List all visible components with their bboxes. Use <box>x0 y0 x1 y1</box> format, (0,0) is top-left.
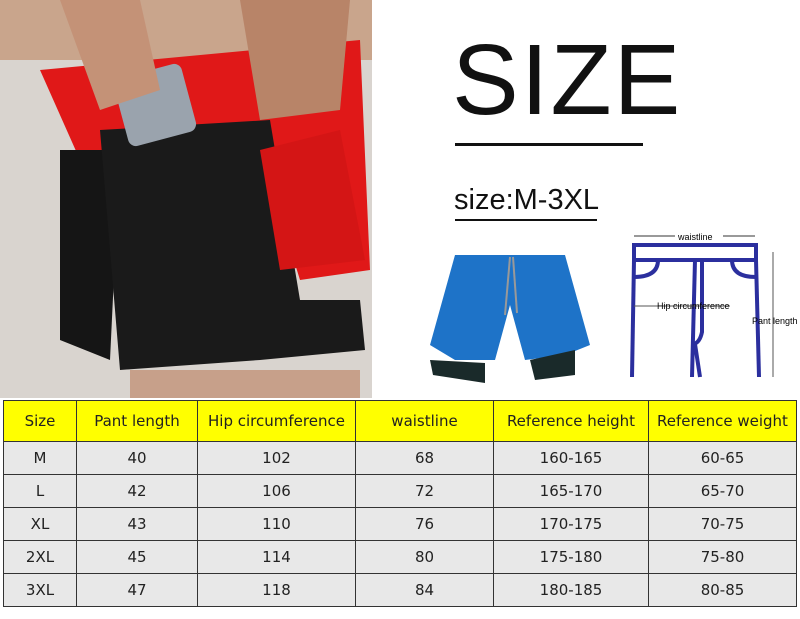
table-cell: 60-65 <box>648 441 797 475</box>
table-cell: 106 <box>197 474 356 508</box>
table-row: M 40 102 68 160-165 60-65 <box>3 441 797 475</box>
table-cell: 72 <box>355 474 494 508</box>
header-cell: Reference height <box>493 400 649 442</box>
table-cell: 40 <box>76 441 198 475</box>
waistline-label: waistline <box>677 232 713 242</box>
table-cell: 43 <box>76 507 198 541</box>
header-cell: Hip circumference <box>197 400 356 442</box>
table-cell: 114 <box>197 540 356 574</box>
table-row: XL 43 110 76 170-175 70-75 <box>3 507 797 541</box>
table-cell: 102 <box>197 441 356 475</box>
table-row: 3XL 47 118 84 180-185 80-85 <box>3 573 797 607</box>
header-cell: Size <box>3 400 77 442</box>
header-cell: Pant length <box>76 400 198 442</box>
table-cell: XL <box>3 507 77 541</box>
size-range: size:M-3XL <box>454 184 600 216</box>
model-photo <box>0 0 372 398</box>
header-cell: Reference weight <box>648 400 797 442</box>
table-cell: 2XL <box>3 540 77 574</box>
table-cell: 170-175 <box>493 507 649 541</box>
title-underline <box>455 143 643 146</box>
page-title: SIZE <box>452 24 683 136</box>
table-cell: 3XL <box>3 573 77 607</box>
table-cell: 160-165 <box>493 441 649 475</box>
table-cell: 47 <box>76 573 198 607</box>
table-cell: 180-185 <box>493 573 649 607</box>
table-row: L 42 106 72 165-170 65-70 <box>3 474 797 508</box>
table-cell: 75-80 <box>648 540 797 574</box>
table-cell: 84 <box>355 573 494 607</box>
table-cell: 175-180 <box>493 540 649 574</box>
table-cell: 70-75 <box>648 507 797 541</box>
table-cell: 45 <box>76 540 198 574</box>
table-row: 2XL 45 114 80 175-180 75-80 <box>3 540 797 574</box>
table-header-row: Size Pant length Hip circumference waist… <box>3 400 797 442</box>
shorts-measurement-diagram: waistline Hip circumference Pant length <box>630 232 798 378</box>
table-cell: M <box>3 441 77 475</box>
pant-length-label: Pant length <box>752 316 798 326</box>
table-cell: 110 <box>197 507 356 541</box>
table-cell: 165-170 <box>493 474 649 508</box>
table-cell: 80 <box>355 540 494 574</box>
header-cell: waistline <box>355 400 494 442</box>
table-cell: L <box>3 474 77 508</box>
table-cell: 65-70 <box>648 474 797 508</box>
hip-label: Hip circumference <box>657 301 730 311</box>
size-table: Size Pant length Hip circumference waist… <box>3 400 797 607</box>
table-cell: 118 <box>197 573 356 607</box>
blue-shorts-image <box>430 255 590 383</box>
table-cell: 76 <box>355 507 494 541</box>
table-cell: 80-85 <box>648 573 797 607</box>
table-cell: 42 <box>76 474 198 508</box>
table-cell: 68 <box>355 441 494 475</box>
size-range-underline <box>455 219 597 221</box>
